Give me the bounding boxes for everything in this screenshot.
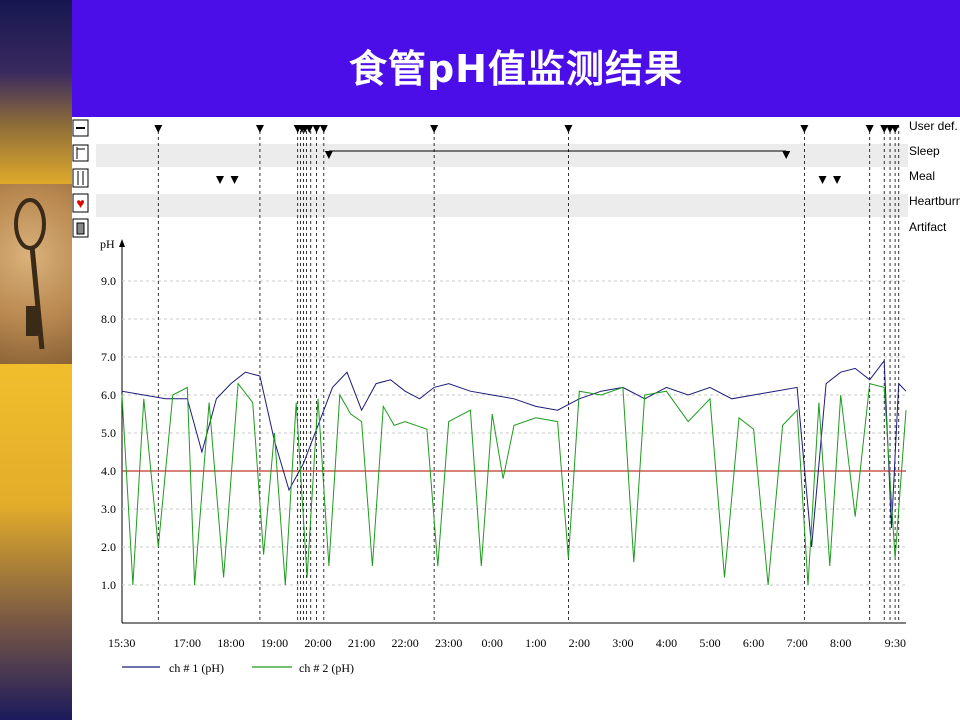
user-def-marker [564,125,573,133]
x-tick-label: 4:00 [656,636,677,650]
sleep-end-marker [782,151,791,159]
y-tick-label: 5.0 [101,426,116,440]
x-tick-label: 5:00 [699,636,720,650]
meal-marker [833,176,842,184]
y-tick-label: 6.0 [101,388,116,402]
key-image [0,184,72,364]
legend-label-ch2: ch # 2 (pH) [299,661,354,675]
user-def-marker [891,125,900,133]
x-tick-label: 8:00 [830,636,851,650]
meal-marker [216,176,224,184]
user-def-marker [319,125,328,133]
user-def-marker [880,125,889,133]
event-label-heartburn: Heartburn [909,194,960,208]
trash-icon[interactable] [72,218,89,238]
x-tick-label: 9:30 [885,636,906,650]
user-def-marker [255,125,264,133]
sleep-row-band [96,144,908,167]
y-axis-arrow [119,239,125,247]
user-def-marker [800,125,809,133]
slide-title: 食管pH值监测结果 [348,47,683,91]
user-def-marker [430,125,439,133]
event-label-meal: Meal [909,169,935,183]
user-def-marker [865,125,874,133]
legend: ch # 1 (pH) ch # 2 (pH) [122,661,354,675]
x-tick-label: 0:00 [482,636,503,650]
y-tick-label: 2.0 [101,540,116,554]
series-line-ch1 [121,359,907,548]
x-tick-label: 15:30 [108,636,135,650]
user-def-marker [154,125,163,133]
x-tick-label: 3:00 [612,636,633,650]
user-def-marker [886,125,895,133]
x-tick-label: 6:00 [743,636,764,650]
heartburn-row-band [96,194,908,217]
ph-chart: ♥ User def. Sleep Meal Heartburn Artifac… [72,119,960,675]
x-tick-label: 21:00 [348,636,375,650]
x-tick-label: 22:00 [391,636,418,650]
x-tick-label: 17:00 [174,636,201,650]
meal-marker [230,176,239,184]
svg-text:♥: ♥ [76,195,84,211]
y-tick-label: 4.0 [101,464,116,478]
title-band [72,0,960,117]
x-tick-label: 19:00 [261,636,288,650]
y-tick-label: 3.0 [101,502,116,516]
x-tick-label: 20:00 [304,636,331,650]
event-label-user-def: User def. [909,119,958,133]
sleep-start-marker [324,151,333,159]
flag-icon[interactable] [72,144,89,162]
y-axis-label: pH [100,237,115,251]
y-tick-label: 1.0 [101,578,116,592]
minus-icon[interactable] [72,119,89,137]
x-tick-label: 1:00 [525,636,546,650]
y-tick-label: 9.0 [101,274,116,288]
legend-label-ch1: ch # 1 (pH) [169,661,224,675]
user-def-marker [312,125,321,133]
user-def-marker [305,125,314,133]
event-label-sleep: Sleep [909,144,940,158]
x-tick-label: 2:00 [569,636,590,650]
x-tick-label: 7:00 [786,636,807,650]
meal-marker [818,176,827,184]
y-tick-label: 8.0 [101,312,116,326]
series-line-ch2 [121,382,907,586]
heart-icon[interactable]: ♥ [72,193,89,213]
fork-knife-icon[interactable] [72,168,89,188]
x-tick-label: 23:00 [435,636,462,650]
event-label-artifact: Artifact [909,220,947,234]
x-tick-label: 18:00 [217,636,244,650]
y-tick-label: 7.0 [101,350,116,364]
